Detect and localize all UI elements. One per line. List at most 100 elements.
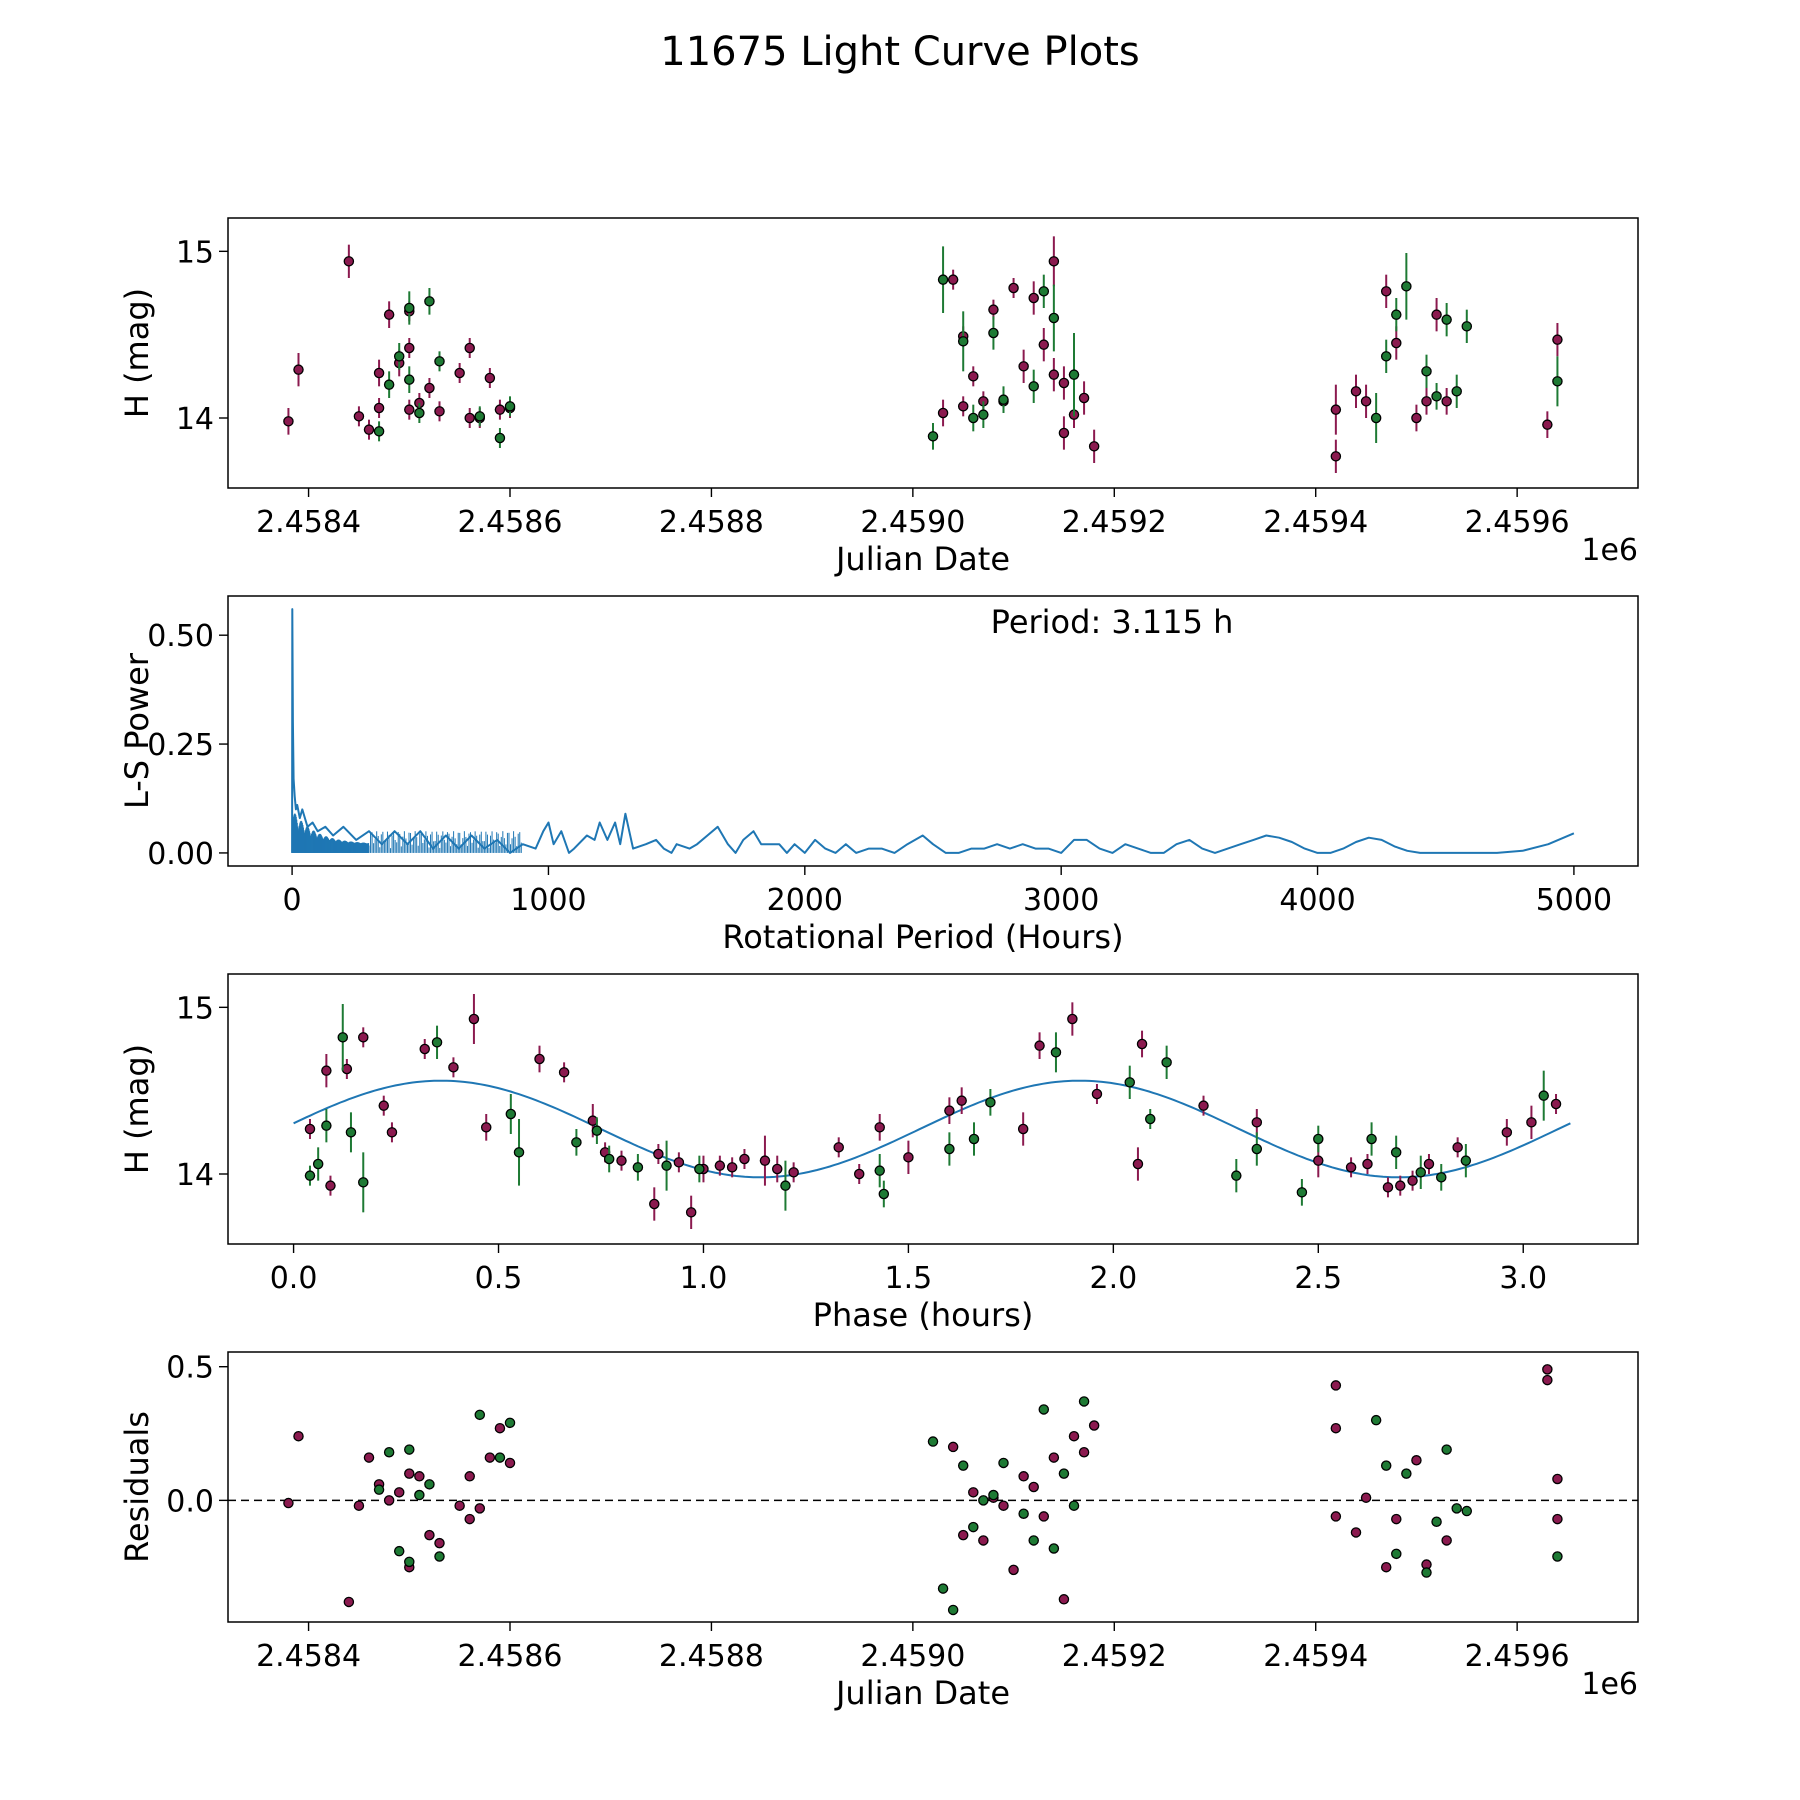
data-point-magenta xyxy=(1034,1040,1045,1051)
data-point-magenta xyxy=(1017,1123,1029,1135)
data-point-magenta xyxy=(1362,1158,1373,1170)
y-tick-label: 0.50 xyxy=(147,619,214,654)
y-axis-label: H (mag) xyxy=(118,1044,156,1174)
data-point-magenta xyxy=(464,412,475,424)
data-point-green xyxy=(494,432,506,444)
x-tick-label: 2.4592 xyxy=(1062,1639,1167,1674)
data-point-green xyxy=(1391,309,1402,320)
data-point-green xyxy=(1552,376,1563,387)
x-tick-label: 3.0 xyxy=(1499,1261,1547,1296)
data-point-green xyxy=(1401,1468,1412,1479)
data-point-magenta xyxy=(685,1207,697,1218)
x-offset-label: 1e6 xyxy=(1581,1667,1638,1702)
data-point-green xyxy=(694,1163,705,1175)
data-point-magenta xyxy=(1423,1158,1435,1170)
data-point-magenta xyxy=(363,424,375,435)
data-point-magenta xyxy=(363,1452,375,1463)
data-point-green xyxy=(1038,286,1050,297)
data-point-green xyxy=(1431,1516,1442,1528)
data-point-green xyxy=(1461,1505,1473,1517)
data-point-magenta xyxy=(464,1513,475,1525)
data-point-magenta xyxy=(944,1105,955,1116)
data-point-green xyxy=(424,296,435,307)
data-point-magenta xyxy=(1526,1117,1537,1128)
data-point-magenta xyxy=(1350,386,1362,397)
data-point-magenta xyxy=(1380,1561,1392,1573)
x-tick-label: 2.0 xyxy=(1089,1261,1137,1296)
data-point-magenta xyxy=(1132,1158,1144,1170)
data-point-magenta xyxy=(956,1095,967,1106)
x-tick-label: 2.4596 xyxy=(1465,1639,1570,1674)
data-point-magenta xyxy=(1058,1594,1070,1605)
x-tick-label: 5000 xyxy=(1536,883,1612,918)
y-tick-label: 15 xyxy=(176,991,214,1026)
x-offset-label: 1e6 xyxy=(1581,533,1638,568)
data-point-green xyxy=(504,1417,516,1429)
data-point-magenta xyxy=(448,1062,459,1073)
data-point-magenta xyxy=(1058,377,1070,389)
data-point-magenta xyxy=(1198,1100,1209,1111)
y-tick-label: 0.25 xyxy=(147,728,214,763)
data-point-green xyxy=(780,1180,791,1191)
data-point-green xyxy=(1231,1170,1242,1181)
data-point-green xyxy=(968,1521,979,1533)
x-axis-label: Julian Date xyxy=(834,540,1010,578)
data-point-green xyxy=(968,1133,980,1145)
data-point-magenta xyxy=(434,1537,445,1549)
y-tick-label: 15 xyxy=(176,235,214,270)
data-point-magenta xyxy=(1552,1513,1563,1525)
x-tick-label: 2.4594 xyxy=(1263,505,1368,540)
data-point-magenta xyxy=(386,1127,398,1138)
data-point-green xyxy=(358,1177,369,1188)
data-point-magenta xyxy=(464,1471,475,1482)
data-point-green xyxy=(1415,1167,1427,1178)
data-point-magenta xyxy=(1008,282,1019,294)
data-point-green xyxy=(474,411,486,422)
data-point-green xyxy=(1048,312,1060,324)
data-point-magenta xyxy=(353,1500,365,1511)
data-point-magenta xyxy=(1501,1127,1513,1138)
data-point-green xyxy=(927,431,939,442)
data-point-green xyxy=(632,1162,644,1173)
data-point-magenta xyxy=(1411,412,1422,424)
data-point-magenta xyxy=(1431,309,1442,320)
data-point-magenta xyxy=(1542,1374,1553,1386)
data-point-magenta xyxy=(968,1487,979,1498)
data-point-magenta xyxy=(1441,396,1452,407)
x-tick-label: 1.5 xyxy=(885,1261,933,1296)
data-point-magenta xyxy=(957,401,969,412)
data-point-green xyxy=(978,409,989,420)
data-point-magenta xyxy=(1330,404,1342,415)
data-point-magenta xyxy=(534,1053,545,1065)
y-tick-label: 0.00 xyxy=(147,837,214,872)
data-point-magenta xyxy=(325,1180,336,1191)
data-point-magenta xyxy=(1038,1511,1050,1522)
x-axis-label: Julian Date xyxy=(834,1674,1010,1712)
data-point-green xyxy=(985,1097,996,1108)
data-point-magenta xyxy=(833,1142,844,1153)
period-annotation: Period: 3.115 h xyxy=(991,603,1234,641)
data-point-green xyxy=(1018,1508,1029,1519)
data-point-magenta xyxy=(1345,1162,1357,1173)
panel-lc: 2.4584 2.4586 2.4588 2.4590 2.4592 2.4594 2.45… xyxy=(118,217,1639,578)
data-point-green xyxy=(1451,1503,1462,1514)
x-axis-label: Phase (hours) xyxy=(813,1296,1034,1334)
x-tick-label: 0.0 xyxy=(270,1261,318,1296)
data-point-magenta xyxy=(739,1153,750,1165)
data-point-magenta xyxy=(474,1503,486,1514)
data-point-magenta xyxy=(1068,1430,1080,1442)
data-point-magenta xyxy=(1136,1038,1148,1050)
data-point-green xyxy=(988,327,999,339)
x-tick-label: 4000 xyxy=(1279,883,1355,918)
data-point-green xyxy=(1451,386,1462,397)
panel-phase: 0.0 0.5 1.0 1.5 2.0 2.5 3.0 14 15 Phase (hours) H … xyxy=(118,973,1639,1334)
data-point-green xyxy=(373,426,385,437)
data-point-magenta xyxy=(468,1013,480,1025)
data-point-magenta xyxy=(1550,1098,1562,1110)
data-point-green xyxy=(424,1479,435,1490)
data-point-green xyxy=(393,1545,405,1557)
data-point-green xyxy=(1296,1187,1308,1198)
figure-title: 11675 Light Curve Plots xyxy=(660,29,1139,75)
